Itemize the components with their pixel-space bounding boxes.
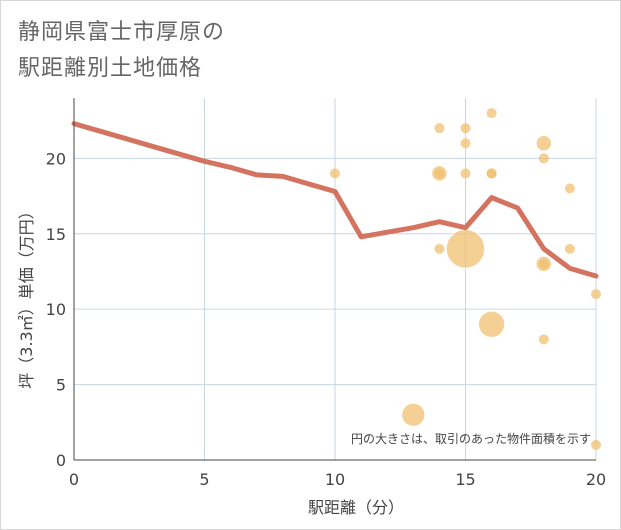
x-axis-label: 駅距離（分） — [308, 498, 404, 517]
chart-title-line-2: 駅距離別土地価格 — [18, 56, 203, 81]
y-axis-ticks: 0 5 10 15 20 — [46, 149, 66, 470]
y-tick-label: 0 — [56, 451, 66, 470]
bubble-point — [330, 168, 340, 179]
x-axis-ticks: 0 5 10 15 20 — [69, 470, 606, 489]
bubble-point — [535, 135, 553, 152]
bubble-point — [591, 439, 601, 450]
bubble-point — [591, 289, 601, 300]
bubble-point — [564, 183, 575, 194]
bubble-point — [477, 310, 506, 338]
bubble-point — [486, 108, 497, 119]
bubble-point — [434, 168, 445, 179]
bubble-point — [460, 138, 471, 149]
chart-title: 静岡県富士市厚原の 駅距離別土地価格 — [18, 15, 225, 87]
bubble-point — [486, 168, 497, 179]
y-tick-label: 10 — [46, 300, 66, 319]
y-tick-label: 5 — [56, 376, 66, 395]
x-tick-label: 5 — [199, 470, 209, 489]
y-axis-label: 坪（3.3㎡）単価（万円） — [17, 203, 36, 388]
bubble-point — [538, 258, 549, 269]
chart-title-line-1: 静岡県富士市厚原の — [18, 20, 226, 45]
bubble-point — [445, 229, 486, 269]
bubble-point — [538, 153, 549, 164]
x-tick-label: 20 — [586, 470, 606, 489]
bubble-point — [401, 402, 426, 427]
bubble-point — [434, 243, 445, 254]
bubble-point — [460, 168, 471, 179]
bubble-size-note: 円の大きさは、取引のあった物件面積を示す — [351, 431, 591, 446]
bubble-series — [330, 108, 601, 450]
grid-lines — [73, 98, 597, 461]
bubble-point — [460, 123, 471, 134]
x-tick-label: 15 — [455, 470, 475, 489]
average-price-line — [71, 121, 599, 279]
bubble-point — [538, 334, 549, 345]
y-tick-label: 20 — [46, 149, 66, 168]
x-tick-label: 10 — [325, 470, 345, 489]
y-tick-label: 15 — [46, 225, 66, 244]
bubble-point — [564, 243, 575, 254]
bubble-point — [434, 123, 445, 134]
x-tick-label: 0 — [69, 470, 79, 489]
